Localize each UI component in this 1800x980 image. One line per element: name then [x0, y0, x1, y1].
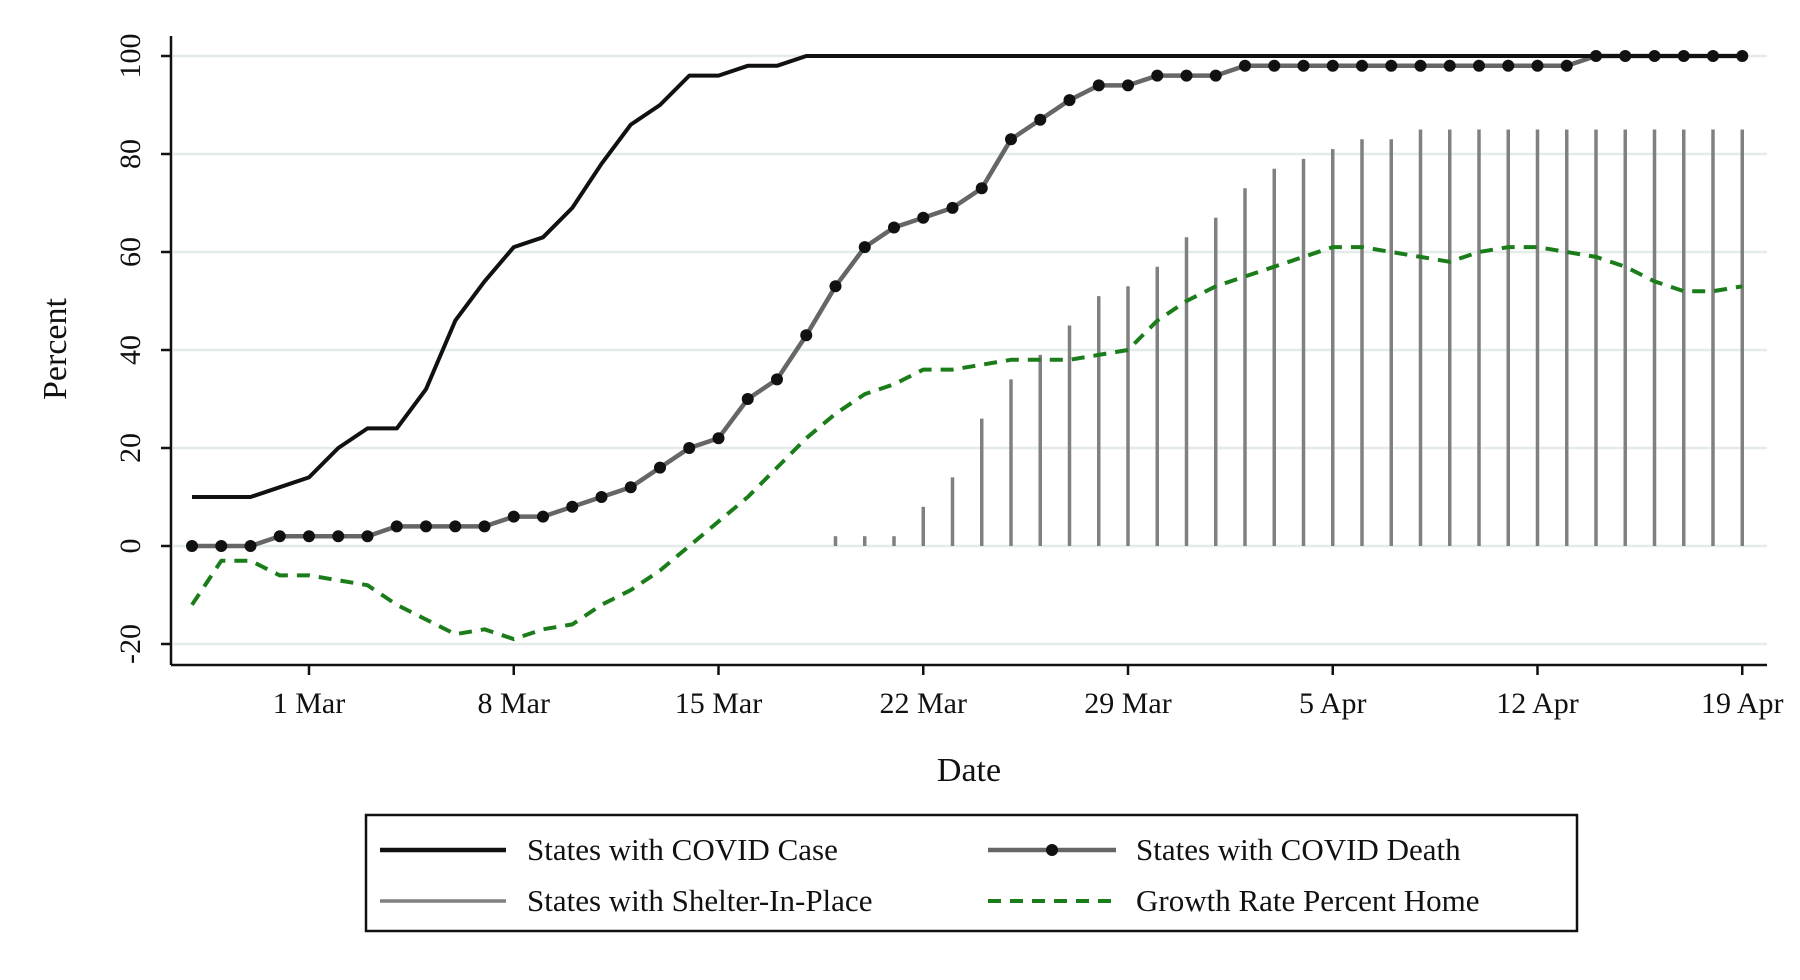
- covid-death-marker: [566, 500, 579, 513]
- covid-death-marker: [1209, 69, 1222, 82]
- covid-death-marker: [1005, 133, 1017, 146]
- legend: States with COVID Case States with COVID …: [364, 813, 1579, 933]
- covid-death-marker: [332, 530, 345, 543]
- covid-case-line: [192, 54, 1743, 499]
- covid-death-marker: [1268, 59, 1281, 72]
- covid-death-marker: [1473, 59, 1485, 72]
- covid-death-marker: [1063, 94, 1076, 107]
- x-tick-label: 19 Apr: [1701, 687, 1784, 720]
- x-tick-label: 8 Mar: [478, 687, 550, 720]
- covid-death-marker: [917, 211, 930, 224]
- covid-death-marker: [1385, 59, 1398, 72]
- covid-death-marker: [975, 182, 988, 195]
- legend-label-death: States with COVID Death: [1136, 832, 1461, 867]
- covid-death-marker: [1122, 79, 1134, 92]
- covid-death-marker: [654, 461, 666, 474]
- y-tick-label: 20: [114, 433, 147, 463]
- covid-death-marker: [1560, 59, 1573, 72]
- covid-death-marker: [595, 491, 608, 503]
- y-tick-label: 60: [114, 237, 147, 267]
- covid-death-marker: [1502, 59, 1515, 72]
- line-series: [186, 50, 1749, 642]
- x-tick-label: 1 Mar: [273, 687, 345, 720]
- covid-death-marker: [1034, 113, 1047, 126]
- covid-death-marker: [449, 520, 462, 533]
- y-tick-label: -20: [114, 624, 147, 664]
- x-tick-label: 12 Apr: [1496, 687, 1579, 720]
- grid-lines: [173, 54, 1767, 646]
- covid-death-marker: [800, 329, 813, 342]
- covid-death-marker: [1297, 59, 1310, 72]
- covid-death-marker: [507, 510, 520, 523]
- covid-death-marker: [1239, 59, 1251, 72]
- y-tick-label: 80: [114, 139, 147, 169]
- covid-death-marker: [741, 393, 754, 405]
- x-axis-title: Date: [937, 752, 1001, 789]
- shelter-in-place-series: [833, 129, 1744, 546]
- x-tick-label: 22 Mar: [880, 687, 967, 720]
- y-tick-label: 40: [114, 335, 147, 365]
- covid-death-marker: [537, 510, 549, 523]
- y-tick-label: 100: [114, 34, 147, 79]
- covid-death-marker: [303, 530, 315, 543]
- covid-death-marker: [712, 432, 725, 445]
- axes: -20 0 20 40 60 80 100 1 Mar 8 Mar 15 Mar 22 Mar 29 …: [37, 34, 1784, 790]
- covid-death-marker: [888, 221, 900, 234]
- covid-death-marker: [215, 540, 228, 552]
- legend-death-marker: [1046, 844, 1058, 856]
- covid-death-marker: [858, 241, 871, 254]
- covid-death-marker: [273, 530, 286, 543]
- x-tick-label: 5 Apr: [1299, 687, 1367, 720]
- covid-death-marker: [186, 540, 198, 552]
- y-axis-title: Percent: [37, 297, 74, 400]
- growth-rate-line: [190, 245, 1743, 642]
- x-tick-label: 29 Mar: [1084, 687, 1171, 720]
- covid-death-marker: [478, 520, 491, 533]
- covid-death-marker: [1531, 59, 1544, 72]
- covid-death-marker: [1443, 59, 1456, 72]
- covid-death-marker: [1151, 69, 1164, 82]
- legend-label-case: States with COVID Case: [527, 832, 838, 867]
- covid-death-marker: [624, 481, 637, 494]
- covid-death-marker: [1326, 59, 1339, 72]
- y-tick-label: 0: [114, 539, 147, 554]
- legend-label-shelter: States with Shelter-In-Place: [527, 883, 872, 918]
- covid-death-marker: [683, 442, 696, 454]
- covid-death-marker: [1414, 59, 1427, 72]
- covid-death-marker: [420, 520, 432, 533]
- x-tick-label: 15 Mar: [675, 687, 762, 720]
- covid-death-marker: [771, 373, 783, 386]
- covid-death-marker: [1356, 59, 1368, 72]
- covid-death-marker: [1180, 69, 1193, 82]
- covid-death-marker: [390, 520, 403, 533]
- legend-label-growth: Growth Rate Percent Home: [1136, 883, 1479, 918]
- covid-death-marker: [946, 201, 959, 214]
- legend-box: [364, 813, 1579, 933]
- covid-death-marker: [829, 280, 842, 293]
- covid-death-marker: [361, 530, 374, 543]
- covid-death-marker: [244, 540, 257, 552]
- covid-death-marker: [1092, 79, 1105, 92]
